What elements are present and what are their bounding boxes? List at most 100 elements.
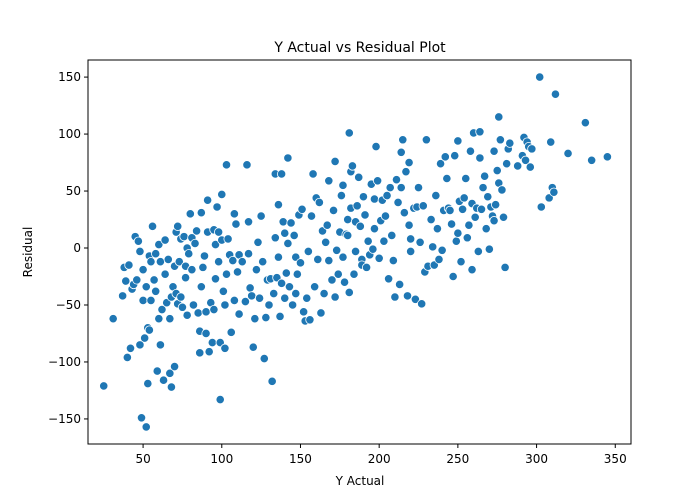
data-point bbox=[442, 173, 452, 184]
data-point bbox=[497, 185, 507, 195]
data-point bbox=[182, 310, 192, 320]
chart-title: Y Actual vs Residual Plot bbox=[273, 40, 446, 56]
data-point bbox=[390, 292, 400, 302]
data-point bbox=[173, 221, 183, 231]
data-point bbox=[140, 333, 150, 343]
x-tick-label: 200 bbox=[368, 452, 391, 466]
data-point bbox=[125, 343, 136, 353]
data-point bbox=[453, 136, 463, 146]
data-point bbox=[550, 89, 561, 99]
data-point bbox=[448, 271, 458, 282]
x-tick-label: 50 bbox=[135, 452, 150, 466]
data-point bbox=[344, 287, 354, 298]
data-point bbox=[154, 314, 164, 324]
data-point bbox=[212, 202, 222, 212]
data-point bbox=[426, 214, 436, 225]
data-point bbox=[536, 202, 546, 212]
data-point bbox=[192, 226, 202, 236]
data-point bbox=[264, 300, 274, 310]
data-point bbox=[195, 348, 205, 358]
x-tick-label: 150 bbox=[289, 452, 312, 466]
data-point bbox=[179, 232, 189, 242]
data-point bbox=[310, 282, 320, 292]
points-layer bbox=[99, 72, 612, 432]
data-point bbox=[166, 382, 177, 392]
data-point bbox=[314, 197, 324, 208]
data-point bbox=[165, 368, 175, 378]
data-point bbox=[158, 375, 169, 385]
data-point bbox=[491, 200, 501, 210]
data-point bbox=[122, 352, 132, 362]
data-point bbox=[141, 422, 151, 432]
data-point bbox=[456, 257, 466, 267]
data-point bbox=[475, 127, 485, 137]
data-point bbox=[286, 218, 296, 228]
data-point bbox=[549, 187, 559, 197]
data-point bbox=[217, 189, 227, 200]
data-point bbox=[243, 249, 254, 259]
data-point bbox=[418, 201, 428, 211]
data-point bbox=[160, 235, 170, 245]
data-point bbox=[379, 236, 389, 246]
data-point bbox=[343, 214, 353, 225]
data-point bbox=[369, 224, 380, 234]
data-point bbox=[440, 152, 450, 162]
data-point bbox=[451, 236, 461, 246]
data-point bbox=[174, 257, 184, 267]
data-point bbox=[494, 112, 504, 122]
data-point bbox=[333, 269, 343, 279]
data-point bbox=[157, 304, 167, 315]
data-point bbox=[587, 155, 597, 165]
data-point bbox=[387, 230, 397, 241]
data-point bbox=[151, 286, 161, 296]
data-point bbox=[204, 347, 214, 357]
data-point bbox=[344, 128, 354, 138]
data-point bbox=[154, 239, 164, 250]
data-point bbox=[525, 162, 535, 172]
data-point bbox=[121, 276, 131, 286]
data-point bbox=[363, 236, 373, 246]
data-point bbox=[247, 291, 257, 301]
data-point bbox=[132, 275, 142, 285]
y-tick-label: 150 bbox=[58, 70, 81, 84]
data-point bbox=[180, 273, 191, 283]
data-point bbox=[480, 171, 490, 181]
data-point bbox=[330, 292, 340, 302]
data-point bbox=[350, 246, 361, 257]
data-point bbox=[437, 245, 447, 255]
data-point bbox=[406, 234, 416, 244]
data-point bbox=[393, 197, 403, 208]
data-point bbox=[232, 267, 243, 277]
data-point bbox=[535, 72, 545, 82]
data-point bbox=[243, 217, 254, 227]
data-point bbox=[371, 142, 381, 152]
data-point bbox=[256, 211, 266, 221]
data-point bbox=[580, 118, 590, 128]
data-point bbox=[308, 169, 318, 179]
data-point bbox=[372, 176, 383, 186]
x-tick-label: 250 bbox=[446, 452, 469, 466]
data-point bbox=[245, 283, 255, 293]
data-point bbox=[305, 315, 315, 325]
data-point bbox=[220, 343, 230, 353]
data-point bbox=[226, 327, 236, 337]
data-point bbox=[505, 138, 515, 148]
data-point bbox=[467, 265, 477, 275]
data-point bbox=[169, 361, 180, 372]
y-tick-label: 100 bbox=[58, 127, 81, 141]
data-point bbox=[475, 153, 485, 163]
data-point bbox=[384, 274, 394, 284]
data-point bbox=[520, 155, 531, 165]
data-point bbox=[214, 227, 224, 237]
data-point bbox=[395, 279, 405, 290]
data-point bbox=[273, 200, 284, 210]
data-point bbox=[462, 233, 472, 243]
data-point bbox=[374, 253, 384, 263]
data-point bbox=[413, 183, 424, 193]
data-point bbox=[470, 212, 480, 222]
data-point bbox=[396, 183, 406, 193]
x-axis-ticks: 50 100 150 200 250 300 350 bbox=[135, 444, 627, 466]
data-point bbox=[502, 159, 512, 169]
data-point bbox=[295, 258, 306, 268]
data-point bbox=[313, 254, 323, 265]
